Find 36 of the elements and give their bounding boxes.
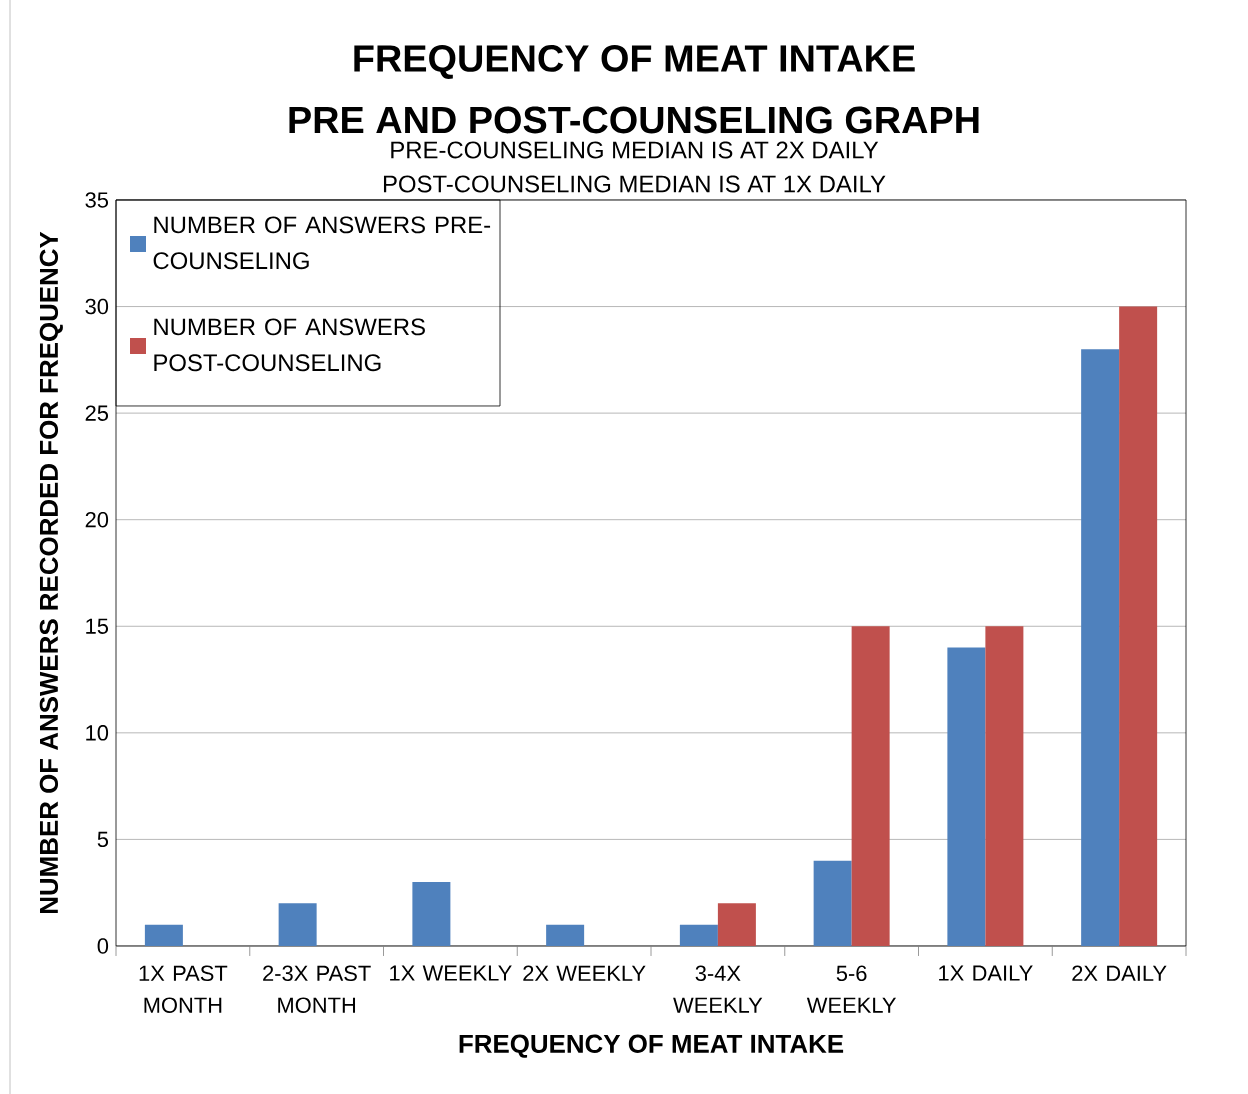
y-tick-label: 0 (97, 938, 109, 954)
bar (412, 882, 451, 946)
text: PRE-COUNSELING MEDIAN IS AT 2X DAILY (391, 141, 879, 159)
x-tick-label: 2X WEEKLY (523, 965, 646, 981)
chart-subtitle: PRE AND POST-COUNSELING GRAPH (289, 106, 979, 134)
x-tick-label: 1X WEEKLY (390, 965, 512, 981)
y-tick-label: 10 (86, 725, 109, 741)
y-tick-label: 35 (85, 192, 109, 208)
y-tick-label: 15 (86, 618, 109, 634)
x-tick-label: 2-3X PAST MONTH (263, 965, 371, 1013)
bar (851, 626, 890, 946)
bar (278, 903, 317, 946)
x-tick-label: 1X PAST MONTH (139, 965, 228, 1013)
bar (144, 924, 183, 946)
bar (985, 626, 1024, 946)
bar (679, 924, 718, 946)
bar (1081, 349, 1120, 946)
x-tick-label: 3-4X WEEKLY (673, 965, 763, 1013)
x-tick-label: 5-6 WEEKLY (806, 965, 897, 1013)
legend-label: NUMBER OF ANSWERS PRE-COUNSELING (153, 216, 491, 270)
text: POST-COUNSELING MEDIAN IS AT 1X DAILY (383, 175, 886, 193)
bar (546, 924, 585, 946)
legend-label: NUMBER OF ANSWERS POST-COUNSELING (154, 318, 425, 372)
y-tick-label: 5 (97, 831, 109, 848)
y-axis-title: NUMBER OF ANSWERS RECORDED FOR FREQUENCY (39, 231, 63, 914)
bar (1119, 306, 1158, 946)
bar (717, 903, 756, 946)
y-tick-label: 25 (85, 405, 109, 421)
x-axis-title: FREQUENCY OF MEAT INTAKE (459, 1034, 844, 1058)
y-tick-label: 20 (85, 511, 109, 528)
y-tick-label: 30 (85, 298, 109, 315)
x-tick-label: 2X DAILY (1072, 965, 1167, 981)
bar (813, 860, 852, 946)
x-tick-label: 1X DAILY (939, 965, 1033, 981)
chart-title: FREQUENCY OF MEAT INTAKE (354, 45, 915, 79)
bar (947, 647, 986, 946)
